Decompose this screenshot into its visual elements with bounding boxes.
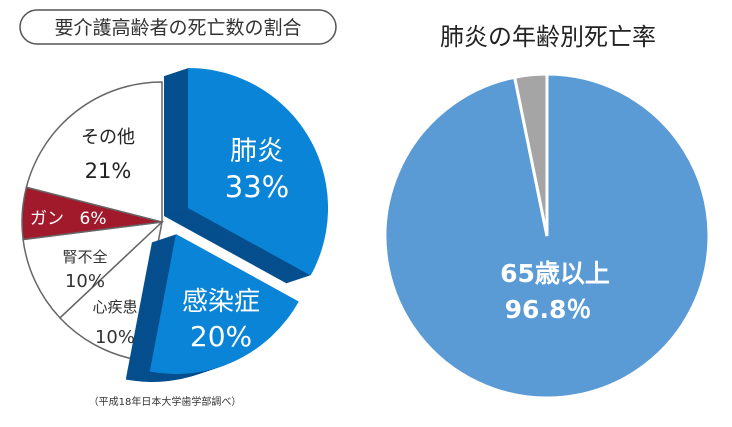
left-slice-label: 心疾患 xyxy=(92,298,137,316)
right-pie-chart: 肺炎の年齢別死亡率 65歳以上 96.8％ xyxy=(383,23,711,400)
left-slice-value: 21% xyxy=(85,159,132,183)
left-slice-label: 感染症 xyxy=(182,287,260,317)
right-slice-value: 96.8％ xyxy=(505,295,592,324)
left-slice-label: ガン xyxy=(30,209,64,229)
left-slice-label: 腎不全 xyxy=(62,248,107,266)
left-slice xyxy=(25,81,163,223)
left-slice-label: その他 xyxy=(81,127,135,148)
left-slice xyxy=(188,68,328,276)
left-slice xyxy=(22,220,165,319)
left-slice-value: 20% xyxy=(190,320,252,353)
left-slice-value: 33% xyxy=(225,170,289,204)
right-slice xyxy=(512,72,549,237)
left-slice xyxy=(149,234,299,374)
left-slice-value: 6% xyxy=(80,209,107,229)
left-source-note: （平成18年日本大学歯学部調べ） xyxy=(89,395,242,408)
right-chart-title: 肺炎の年齢別死亡率 xyxy=(440,23,656,51)
left-title-box xyxy=(19,9,337,45)
left-chart-title: 要介護高齢者の死亡数の割合 xyxy=(54,17,301,39)
right-slice-label: 65歳以上 xyxy=(500,259,610,288)
left-slice-value: 10% xyxy=(95,327,135,348)
left-slice-label: 肺炎 xyxy=(230,136,284,167)
left-slice-value: 10% xyxy=(65,271,105,292)
